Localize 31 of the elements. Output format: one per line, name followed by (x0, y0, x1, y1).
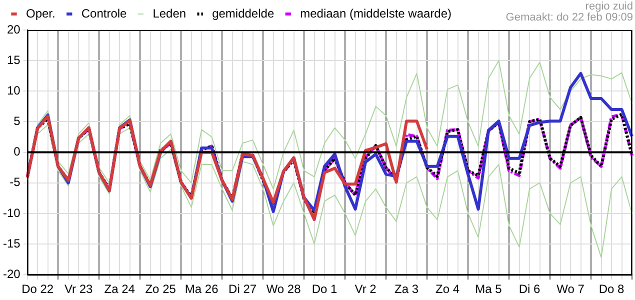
legend-label: Leden (152, 6, 186, 20)
x-tick-label: Do 1 (312, 282, 338, 296)
x-tick-label: Do 8 (598, 282, 624, 296)
y-tick-label: -5 (10, 175, 21, 190)
x-tick-label: Ma 5 (475, 282, 502, 296)
y-tick-label: 10 (6, 83, 21, 98)
y-tick-label: 5 (14, 114, 21, 128)
y-tick-label: -20 (3, 266, 21, 281)
x-tick-label: Wo 28 (266, 282, 302, 296)
legend-label: Controle (81, 6, 128, 20)
x-tick-label: Zo 4 (436, 282, 460, 296)
x-tick-label: Zo 25 (145, 282, 176, 296)
text: regio zuid (585, 0, 633, 13)
y-tick-label: -15 (3, 236, 21, 250)
legend-label: Oper. (26, 6, 56, 20)
x-tick-label: Do 22 (22, 282, 54, 296)
x-tick-label: Di 27 (228, 282, 257, 296)
x-tick-label: Za 24 (104, 282, 136, 296)
x-tick-label: Vr 23 (64, 282, 94, 296)
y-tick-label: 0 (14, 144, 21, 159)
x-tick-label: Ma 26 (184, 282, 219, 296)
x-tick-label: Di 6 (518, 282, 541, 296)
legend-label: mediaan (middelste waarde) (300, 6, 452, 20)
x-tick-label: Wo 7 (556, 282, 585, 296)
text: Gemaakt: do 22 feb 09:09 (506, 12, 633, 24)
y-tick-label: -10 (3, 206, 21, 220)
y-tick-label: 15 (6, 52, 21, 67)
y-tick-label: 20 (6, 22, 21, 36)
x-tick-label: Vr 2 (354, 282, 377, 296)
x-tick-label: Za 3 (394, 282, 419, 296)
legend-label: gemiddelde (212, 6, 274, 20)
